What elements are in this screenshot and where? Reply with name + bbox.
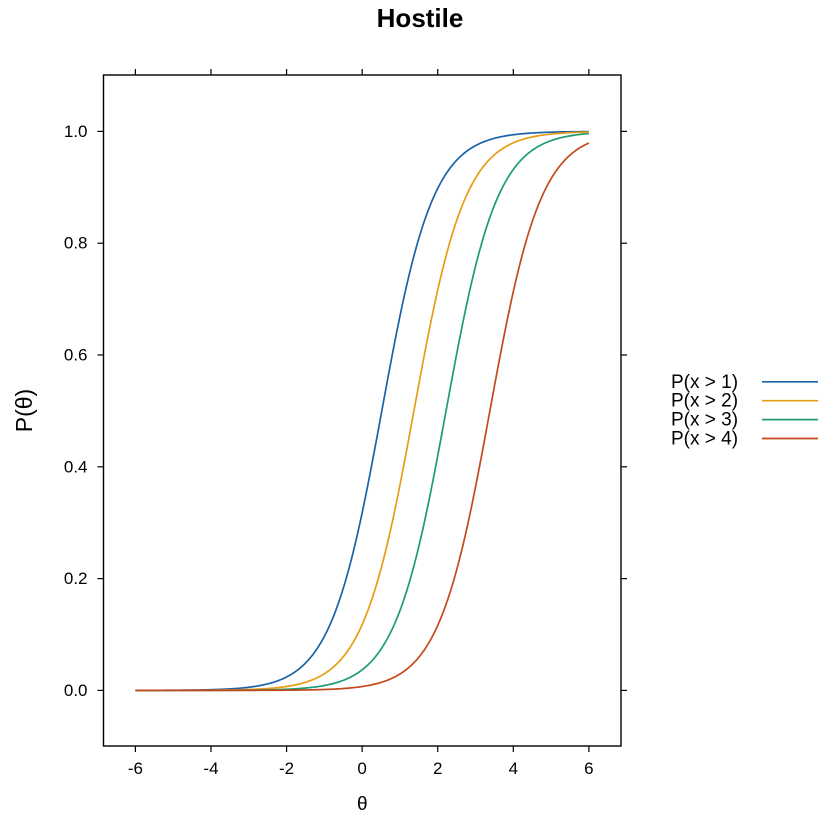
svg-text:P(x > 1): P(x > 1)	[671, 372, 738, 393]
svg-text:0.8: 0.8	[64, 234, 88, 253]
svg-text:1.0: 1.0	[64, 122, 88, 141]
svg-text:-4: -4	[203, 759, 218, 778]
svg-text:P(θ): P(θ)	[11, 389, 37, 432]
svg-text:θ: θ	[357, 794, 368, 815]
svg-text:2: 2	[433, 759, 442, 778]
svg-text:0.4: 0.4	[64, 457, 88, 476]
svg-text:0.6: 0.6	[64, 346, 88, 365]
svg-text:P(x > 4): P(x > 4)	[671, 429, 738, 450]
svg-text:P(x > 2): P(x > 2)	[671, 391, 738, 412]
svg-text:6: 6	[584, 759, 593, 778]
svg-text:4: 4	[509, 759, 518, 778]
svg-text:0.0: 0.0	[64, 681, 88, 700]
svg-text:-2: -2	[279, 759, 294, 778]
svg-text:-6: -6	[128, 759, 143, 778]
svg-text:P(x > 3): P(x > 3)	[671, 410, 738, 431]
svg-text:0: 0	[357, 759, 366, 778]
svg-text:0.2: 0.2	[64, 569, 88, 588]
